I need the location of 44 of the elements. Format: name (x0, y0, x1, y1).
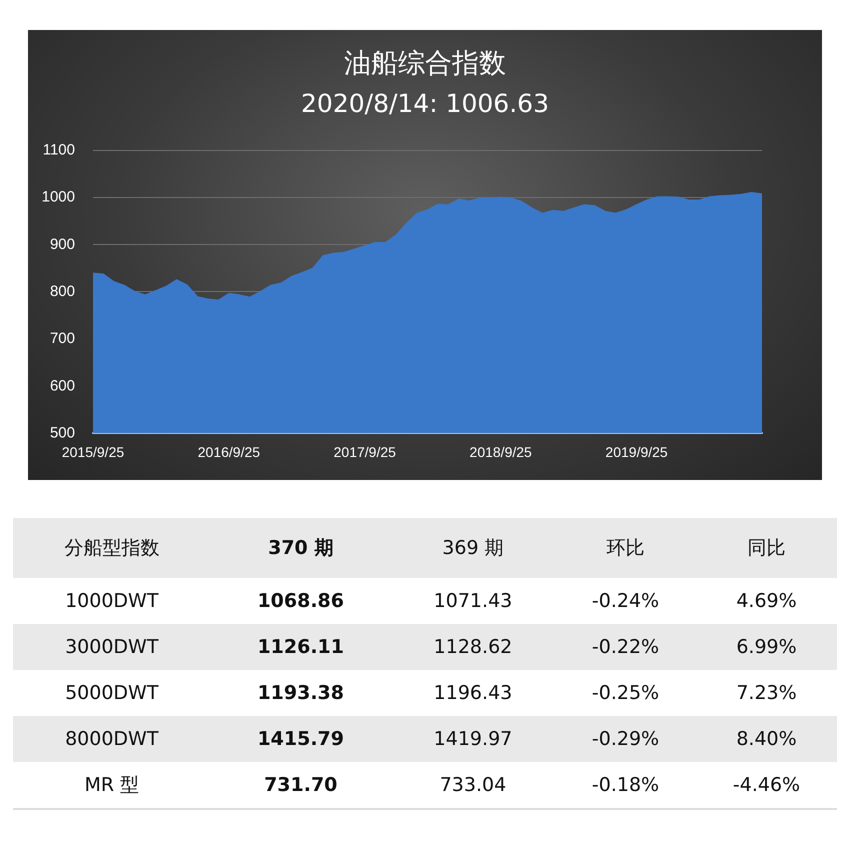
y-tick-label: 600 (50, 377, 75, 394)
x-tick-label: 2019/9/25 (605, 444, 668, 460)
text: 1068.86 (257, 590, 344, 612)
category-label: 3000DWT (65, 636, 158, 658)
chart-subtitle: 2020/8/14: 1006.63 (301, 89, 549, 118)
text: -0.18% (592, 774, 660, 796)
text: 1415.79 (257, 728, 344, 750)
x-tick-label: 2015/9/25 (62, 444, 124, 460)
text: 733.04 (440, 774, 506, 796)
category-label: 1000DWT (65, 590, 158, 612)
text: -4.46% (732, 774, 800, 796)
text: -0.24% (592, 590, 660, 612)
text: -0.25% (592, 682, 660, 704)
text: -0.22% (592, 636, 660, 658)
text: 1193.38 (257, 682, 344, 704)
y-tick-label: 900 (50, 236, 75, 253)
category-label: 同比 (696, 518, 837, 578)
x-tick-label: 2017/9/25 (334, 444, 396, 460)
category-label: 8000DWT (65, 728, 158, 750)
category-label: 5000DWT (65, 682, 158, 704)
y-tick-label: 800 (50, 283, 75, 300)
text: 4.69% (736, 590, 797, 612)
text: -0.29% (592, 728, 660, 750)
text: 1071.43 (434, 590, 512, 612)
y-tick-label: 1100 (42, 142, 75, 158)
text: 731.70 (264, 774, 338, 796)
category-label: 分船型指数 (13, 518, 211, 578)
y-tick-label: 500 (50, 424, 75, 442)
category-label: 369 期 (390, 518, 556, 578)
x-tick-label: 2016/9/25 (198, 444, 260, 460)
text: 1196.43 (434, 682, 512, 704)
y-tick-label: 700 (50, 330, 75, 348)
text: 1419.97 (434, 728, 512, 750)
y-tick-label: 1000 (42, 188, 75, 206)
text: 7.23% (736, 682, 797, 704)
text: 1128.62 (434, 636, 512, 658)
text: 8.40% (736, 728, 797, 750)
category-label: MR 型 (84, 774, 140, 796)
chart-title: 油船综合指数 (344, 48, 506, 79)
text: 6.99% (736, 636, 797, 658)
text: 1126.11 (257, 636, 344, 658)
category-label: 环比 (555, 518, 696, 578)
x-tick-label: 2018/9/25 (470, 444, 532, 460)
category-label: 370 期 (210, 518, 391, 578)
